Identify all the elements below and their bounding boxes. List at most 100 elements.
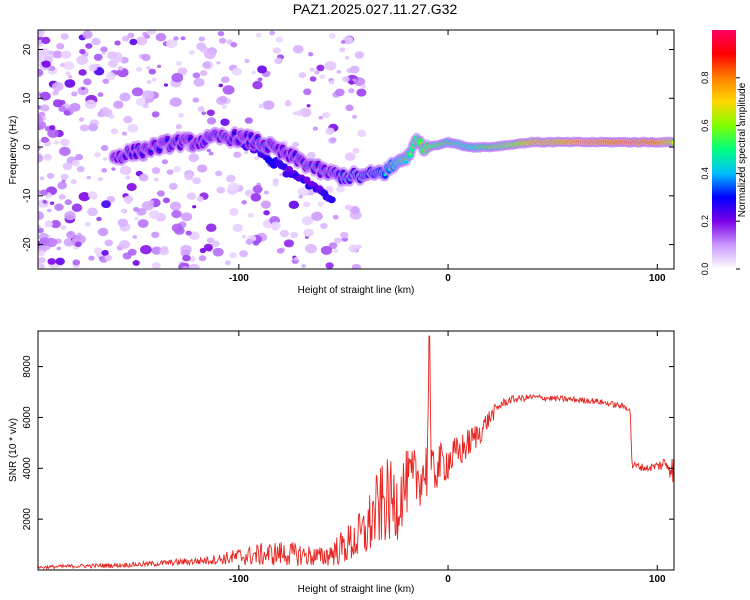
spectrogram-noise-blob bbox=[142, 103, 149, 109]
spectrogram-noise-blob bbox=[222, 85, 235, 95]
snr-frame bbox=[37, 330, 675, 571]
spectrogram-noise-blob bbox=[303, 201, 311, 208]
spectrogram-noise-blob bbox=[218, 37, 227, 44]
spectrogram-noise-blob bbox=[87, 207, 98, 217]
y-tick-label: -20 bbox=[22, 237, 33, 252]
spectrogram-noise-blob bbox=[316, 64, 325, 72]
spectrogram-noise-blob bbox=[88, 64, 98, 72]
spectrogram-noise-blob bbox=[226, 174, 236, 183]
spectrogram-noise-blob bbox=[217, 31, 225, 37]
spectrogram-noise-blob bbox=[206, 148, 211, 153]
spectrogram-noise-blob bbox=[114, 40, 121, 46]
spectrogram-noise-blob bbox=[360, 84, 366, 89]
spectrogram-noise-blob bbox=[182, 254, 191, 262]
spectrogram-noise-blob bbox=[229, 208, 239, 216]
spectrogram-noise-blob bbox=[272, 178, 279, 184]
spectrogram-noise-blob bbox=[344, 55, 350, 60]
spectrogram-noise-blob bbox=[119, 92, 131, 102]
spectrogram-noise-blob bbox=[38, 139, 42, 144]
spectrogram-noise-blob bbox=[125, 199, 132, 205]
spectrogram-noise-blob bbox=[309, 67, 315, 72]
spectrogram-noise-blob bbox=[340, 40, 346, 44]
spectrogram-noise-blob bbox=[71, 159, 80, 167]
spectrogram-noise-blob bbox=[320, 245, 333, 255]
spectrogram-noise-blob bbox=[104, 254, 113, 261]
spectrogram-noise-blob bbox=[53, 140, 59, 145]
spectrogram-noise-blob bbox=[133, 207, 140, 212]
spectrogram-noise-blob bbox=[173, 36, 179, 41]
spectrogram-noise-blob bbox=[308, 52, 314, 57]
spectrogram-noise-blob bbox=[245, 238, 254, 245]
spectrogram-noise-blob bbox=[125, 175, 131, 180]
spectrogram-noise-blob bbox=[348, 244, 359, 253]
spectrogram-noise-blob bbox=[306, 151, 316, 160]
spectrogram-noise-blob bbox=[325, 262, 334, 269]
spectrogram-noise-blob bbox=[161, 159, 169, 165]
spectrogram-x-axis-label: Height of straight line (km) bbox=[298, 285, 415, 296]
spectrogram-noise-blob bbox=[38, 154, 44, 163]
spectrogram-noise-blob bbox=[129, 38, 138, 46]
spectrogram-noise-blob bbox=[175, 81, 181, 86]
spectrogram-noise-blob bbox=[47, 128, 59, 138]
spectrogram-noise-blob bbox=[72, 259, 81, 266]
spectrogram-noise-blob bbox=[127, 248, 137, 256]
spectrogram-noise-blob bbox=[252, 185, 263, 194]
x-tick-label: -100 bbox=[229, 574, 249, 585]
spectrogram-noise-blob bbox=[157, 64, 162, 68]
spectrogram-noise-blob bbox=[146, 80, 152, 85]
spectrogram-noise-blob bbox=[192, 177, 201, 185]
spectrogram-noise-blob bbox=[221, 104, 227, 109]
spectrogram-noise-blob bbox=[175, 124, 182, 130]
spectrogram-noise-blob bbox=[334, 237, 342, 244]
spectrogram-noise-blob bbox=[44, 220, 54, 228]
spectrogram-noise-blob bbox=[198, 36, 206, 42]
spectrogram-noise-blob bbox=[262, 100, 275, 110]
spectrogram-noise-blob bbox=[132, 235, 138, 239]
snr-plot-area bbox=[38, 331, 674, 570]
spectrogram-noise-blob bbox=[269, 30, 276, 36]
spectrogram-noise-blob bbox=[107, 51, 118, 60]
spectrogram-noise-blob bbox=[60, 138, 70, 147]
spectrogram-noise-blob bbox=[276, 248, 285, 254]
spectrogram-noise-blob bbox=[339, 47, 346, 53]
spectrogram-noise-blob bbox=[178, 113, 185, 118]
spectrogram-noise-blob bbox=[258, 103, 265, 109]
spectrogram-noise-blob bbox=[206, 109, 215, 116]
spectrogram-noise-blob bbox=[298, 195, 303, 199]
spectrogram-noise-blob bbox=[138, 173, 149, 182]
colorbar-ticks: 0.0 0.2 0.4 0.6 0.8 bbox=[700, 72, 740, 275]
spectrogram-noise-blob bbox=[76, 166, 85, 173]
colorbar-gradient bbox=[712, 30, 736, 269]
spectrogram-noise-blob bbox=[196, 164, 208, 173]
spectrogram-noise-blob bbox=[192, 205, 197, 209]
spectrogram-noise-blob bbox=[309, 76, 317, 82]
spectrogram-noise-blob bbox=[344, 204, 353, 211]
spectrogram-noise-blob bbox=[274, 57, 283, 65]
spectrogram-noise-blob bbox=[203, 243, 213, 252]
spectrogram-noise-blob bbox=[290, 231, 299, 239]
spectrogram-noise-blob bbox=[135, 36, 148, 46]
spectrogram-noise-blob bbox=[117, 65, 124, 71]
spectrogram-noise-blob bbox=[93, 247, 103, 255]
spectrogram-noise-blob bbox=[314, 70, 320, 75]
spectrogram-noise-blob bbox=[221, 76, 230, 84]
spectrogram-noise-blob bbox=[88, 123, 98, 132]
spectrogram-noise-blob bbox=[218, 95, 228, 103]
spectrogram-noise-blob bbox=[134, 217, 139, 221]
spectrogram-noise-blob bbox=[93, 53, 103, 61]
spectrogram-noise-blob bbox=[169, 97, 182, 107]
spectrogram-noise-blob bbox=[74, 153, 84, 161]
spectrogram-noise-blob bbox=[45, 237, 58, 248]
spectrogram-noise-blob bbox=[52, 90, 59, 96]
spectrogram-noise-blob bbox=[275, 36, 284, 43]
spectrogram-noise-blob bbox=[188, 50, 195, 55]
spectrogram-noise-blob bbox=[79, 48, 86, 55]
spectrogram-noise-blob bbox=[349, 65, 360, 74]
spectrogram-noise-blob bbox=[351, 114, 358, 119]
spectrogram-noise-blob bbox=[38, 227, 44, 234]
spectrogram-y-ticks: -20 -10 0 10 20 bbox=[22, 44, 674, 252]
spectrogram-noise-blob bbox=[105, 72, 116, 81]
snr-y-axis-label: SNR (10 * v/v) bbox=[8, 418, 19, 482]
spectrogram-noise-blob bbox=[46, 172, 55, 179]
spectrogram-noise-blob bbox=[155, 33, 167, 42]
